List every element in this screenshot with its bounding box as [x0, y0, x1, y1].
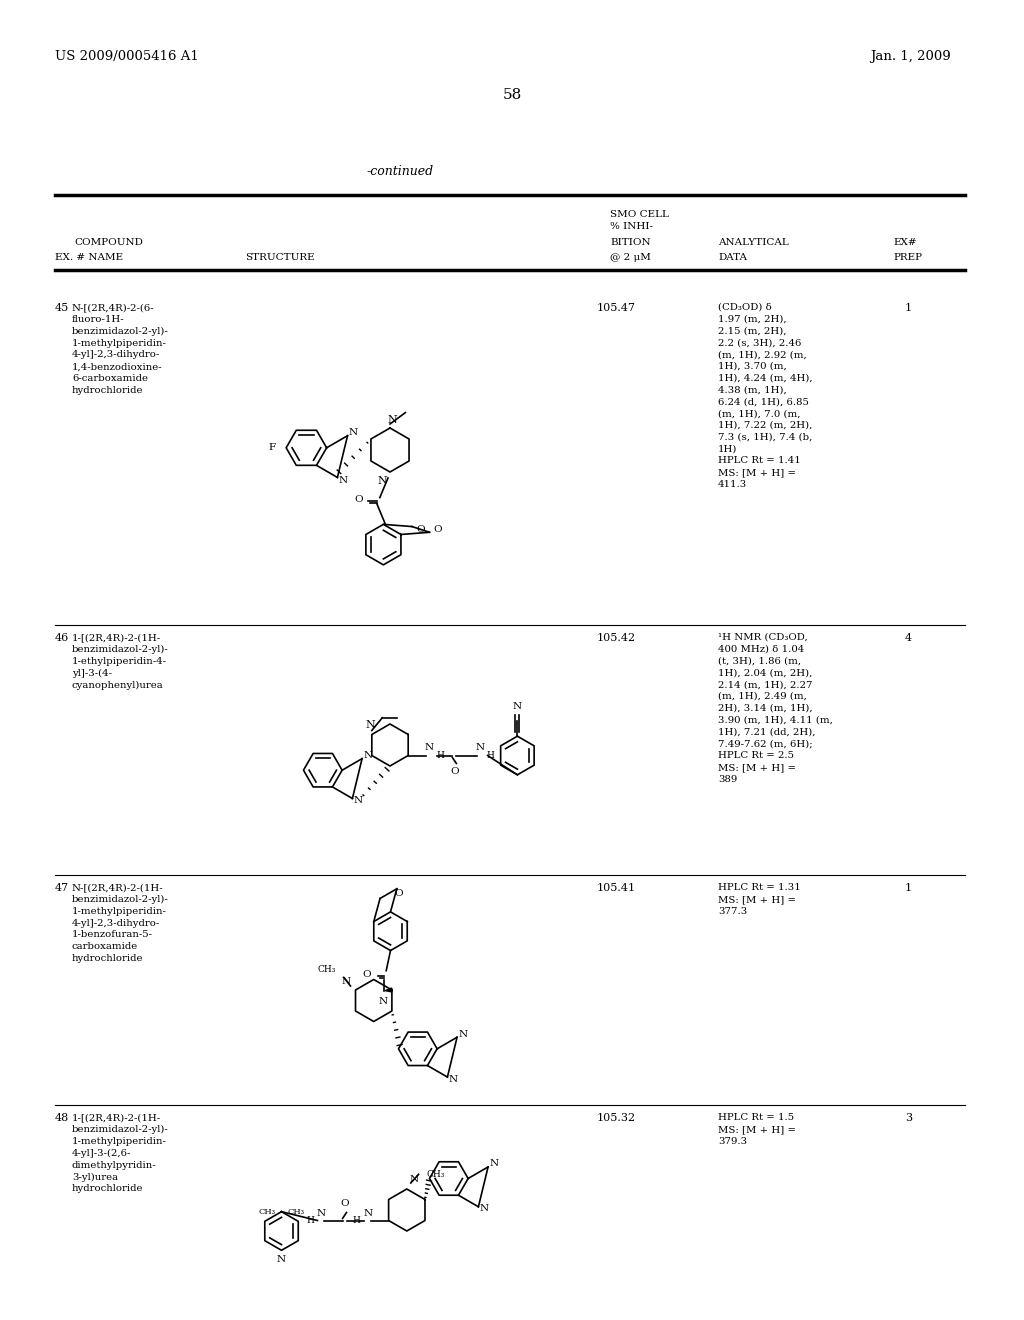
- Text: N: N: [379, 997, 388, 1006]
- Text: N: N: [449, 1074, 458, 1084]
- Text: N-[(2R,4R)-2-(1H-
benzimidazol-2-yl)-
1-methylpiperidin-
4-yl]-2,3-dihydro-
1-be: N-[(2R,4R)-2-(1H- benzimidazol-2-yl)- 1-…: [72, 883, 169, 964]
- Text: N: N: [377, 477, 387, 486]
- Text: N-[(2R,4R)-2-(6-
fluoro-1H-
benzimidazol-2-yl)-
1-methylpiperidin-
4-yl]-2,3-dih: N-[(2R,4R)-2-(6- fluoro-1H- benzimidazol…: [72, 304, 169, 395]
- Text: O: O: [394, 890, 403, 898]
- Text: STRUCTURE: STRUCTURE: [245, 253, 314, 261]
- Text: N: N: [316, 1209, 326, 1217]
- Text: N: N: [338, 477, 347, 484]
- Text: CH₃: CH₃: [258, 1208, 275, 1216]
- Text: 48: 48: [55, 1113, 70, 1123]
- Text: EX#: EX#: [893, 238, 916, 247]
- Text: N: N: [458, 1030, 467, 1039]
- Text: 47: 47: [55, 883, 70, 894]
- Text: SMO CELL: SMO CELL: [610, 210, 669, 219]
- Text: COMPOUND: COMPOUND: [74, 238, 143, 247]
- Text: BITION: BITION: [610, 238, 650, 247]
- Text: F: F: [268, 444, 275, 453]
- Text: ANALYTICAL: ANALYTICAL: [718, 238, 788, 247]
- Text: DATA: DATA: [718, 253, 746, 261]
- Text: N: N: [387, 414, 397, 425]
- Text: N: N: [479, 1204, 488, 1213]
- Text: N: N: [366, 721, 376, 730]
- Text: Jan. 1, 2009: Jan. 1, 2009: [870, 50, 950, 63]
- Text: N: N: [513, 702, 522, 711]
- Text: N: N: [364, 751, 372, 760]
- Text: CH₃: CH₃: [427, 1170, 445, 1179]
- Text: O: O: [354, 495, 362, 504]
- Text: O: O: [416, 525, 425, 535]
- Text: HPLC Rt = 1.31
MS: [M + H] =
377.3: HPLC Rt = 1.31 MS: [M + H] = 377.3: [718, 883, 801, 916]
- Text: 105.42: 105.42: [597, 634, 636, 643]
- Text: 105.32: 105.32: [597, 1113, 636, 1123]
- Text: O: O: [433, 525, 442, 533]
- Text: HPLC Rt = 1.5
MS: [M + H] =
379.3: HPLC Rt = 1.5 MS: [M + H] = 379.3: [718, 1113, 796, 1146]
- Text: CH₃: CH₃: [317, 965, 336, 974]
- Text: 3: 3: [905, 1113, 912, 1123]
- Text: PREP: PREP: [893, 253, 922, 261]
- Text: O: O: [340, 1200, 349, 1209]
- Text: N: N: [353, 796, 362, 805]
- Text: N: N: [364, 1209, 372, 1217]
- Text: 1-[(2R,4R)-2-(1H-
benzimidazol-2-yl)-
1-methylpiperidin-
4-yl]-3-(2,6-
dimethylp: 1-[(2R,4R)-2-(1H- benzimidazol-2-yl)- 1-…: [72, 1113, 169, 1193]
- Text: O: O: [451, 767, 459, 776]
- Text: H: H: [306, 1216, 314, 1225]
- Text: 58: 58: [503, 88, 521, 102]
- Text: O: O: [362, 970, 371, 979]
- Text: N: N: [425, 743, 434, 752]
- Text: N: N: [276, 1255, 286, 1265]
- Text: 46: 46: [55, 634, 70, 643]
- Text: CH₃: CH₃: [288, 1208, 305, 1216]
- Text: 45: 45: [55, 304, 70, 313]
- Text: -continued: -continued: [367, 165, 433, 178]
- Text: N: N: [348, 428, 357, 437]
- Text: (CD₃OD) δ
1.97 (m, 2H),
2.15 (m, 2H),
2.2 (s, 3H), 2.46
(m, 1H), 2.92 (m,
1H), 3: (CD₃OD) δ 1.97 (m, 2H), 2.15 (m, 2H), 2.…: [718, 304, 813, 488]
- Text: % INHI-: % INHI-: [610, 222, 653, 231]
- Text: N: N: [489, 1159, 499, 1168]
- Text: 105.47: 105.47: [597, 304, 636, 313]
- Text: H: H: [436, 751, 444, 760]
- Text: 1: 1: [905, 883, 912, 894]
- Text: 1: 1: [905, 304, 912, 313]
- Text: N: N: [410, 1175, 419, 1184]
- Text: H: H: [352, 1216, 360, 1225]
- Text: 1-[(2R,4R)-2-(1H-
benzimidazol-2-yl)-
1-ethylpiperidin-4-
yl]-3-(4-
cyanophenyl): 1-[(2R,4R)-2-(1H- benzimidazol-2-yl)- 1-…: [72, 634, 169, 690]
- Text: H: H: [486, 751, 495, 760]
- Text: ¹H NMR (CD₃OD,
400 MHz) δ 1.04
(t, 3H), 1.86 (m,
1H), 2.04 (m, 2H),
2.14 (m, 1H): ¹H NMR (CD₃OD, 400 MHz) δ 1.04 (t, 3H), …: [718, 634, 833, 784]
- Text: EX. # NAME: EX. # NAME: [55, 253, 123, 261]
- Text: US 2009/0005416 A1: US 2009/0005416 A1: [55, 50, 199, 63]
- Text: 4: 4: [905, 634, 912, 643]
- Text: @ 2 μM: @ 2 μM: [610, 253, 651, 261]
- Text: 105.41: 105.41: [597, 883, 636, 894]
- Polygon shape: [385, 987, 392, 993]
- Text: N: N: [341, 977, 350, 986]
- Text: N: N: [475, 743, 484, 752]
